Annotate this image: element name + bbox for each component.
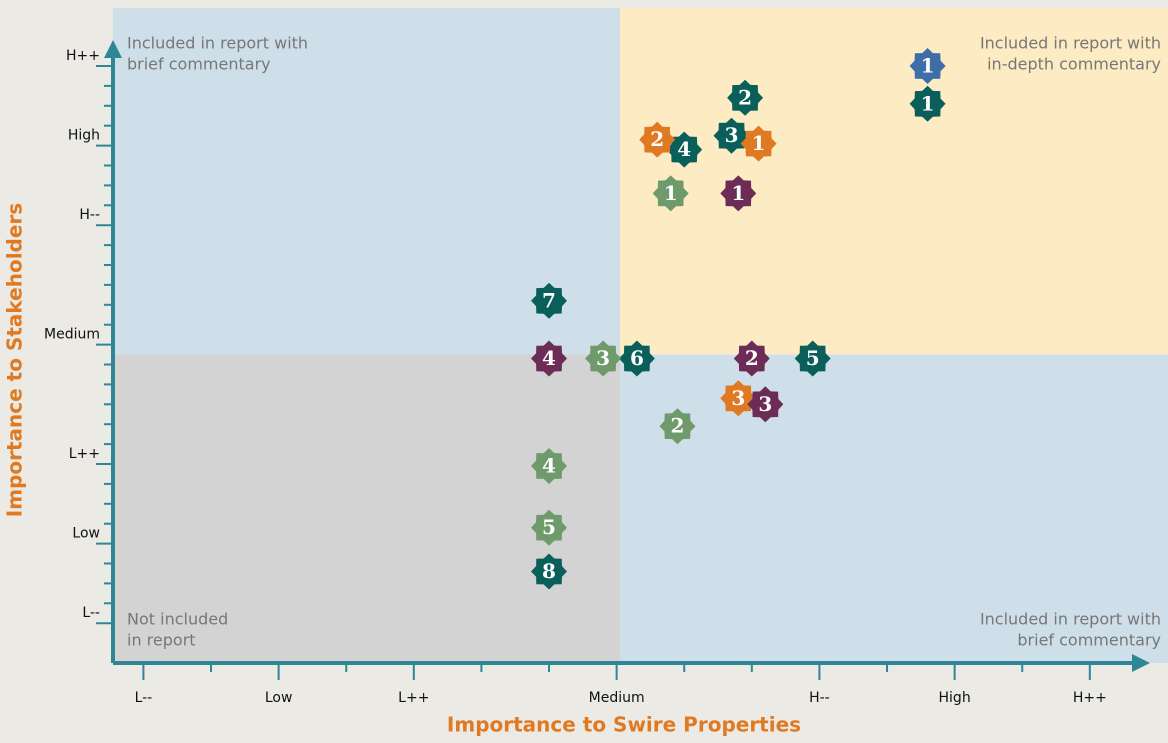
badge: [740, 125, 777, 162]
y-axis-arrow: [104, 40, 122, 58]
badge-label: 2: [650, 127, 664, 151]
quadrant: [113, 354, 620, 663]
badge-label: 3: [596, 346, 610, 370]
badge-label: 8: [542, 559, 556, 583]
badge: [747, 386, 784, 423]
x-tick-label: L--: [135, 690, 153, 706]
x-tick-label: Low: [265, 690, 293, 706]
badge-label: 5: [806, 346, 820, 370]
badge: [652, 175, 689, 212]
badge: [639, 121, 676, 158]
x-tick-label: H--: [809, 690, 830, 706]
badge: [720, 380, 757, 417]
badge-label: 2: [670, 414, 684, 438]
badge: [727, 79, 764, 116]
quadrant-label: Included in report with: [980, 610, 1161, 629]
badge: [659, 408, 696, 445]
quadrant-label: in report: [127, 631, 196, 650]
badge: [531, 282, 567, 319]
x-tick-label: H++: [1073, 690, 1107, 706]
badge: [585, 340, 622, 377]
x-tick-label: L++: [398, 690, 429, 706]
badge: [713, 117, 750, 154]
badge: [618, 340, 655, 377]
x-axis-arrow: [1132, 654, 1150, 672]
badge-label: 3: [731, 386, 745, 410]
y-tick-label: L--: [82, 605, 100, 621]
badge-label: 7: [542, 288, 556, 312]
badge: [909, 48, 946, 84]
quadrant-label: brief commentary: [127, 55, 271, 74]
x-tick-label: High: [939, 690, 971, 706]
quadrant-label: in-depth commentary: [987, 55, 1161, 74]
quadrant-label: brief commentary: [1017, 631, 1161, 650]
badge-label: 4: [542, 346, 556, 370]
x-axis-title: Importance to Swire Properties: [447, 713, 801, 737]
badge-label: 3: [725, 123, 739, 147]
badge: [531, 509, 567, 546]
y-tick-label: H++: [66, 48, 100, 64]
badge-label: 2: [745, 346, 759, 370]
y-tick-label: Low: [72, 526, 100, 542]
badge: [666, 131, 703, 168]
quadrants: [113, 8, 1168, 663]
badge: [909, 85, 946, 122]
badge: [794, 340, 831, 377]
badge-label: 4: [542, 453, 556, 477]
y-tick-label: High: [68, 128, 100, 144]
y-axis-title: Importance to Stakeholders: [3, 203, 27, 517]
badge-label: 1: [921, 91, 935, 115]
badge-label: 5: [542, 515, 556, 539]
quadrant: [620, 8, 1168, 355]
y-tick-label: Medium: [44, 327, 100, 343]
badge: [531, 340, 567, 377]
quadrant-label: Included in report with: [127, 34, 308, 53]
badge-label: 1: [664, 181, 678, 205]
badge-label: 6: [630, 346, 644, 370]
badge-label: 1: [752, 131, 766, 155]
badge: [720, 175, 757, 212]
y-tick-label: H--: [79, 207, 100, 223]
quadrant: [620, 354, 1168, 663]
badge-label: 4: [677, 137, 691, 161]
x-tick-label: Medium: [589, 690, 645, 706]
quadrant-label: Included in report with: [980, 34, 1161, 53]
badge-label: 2: [738, 85, 752, 109]
y-tick-label: L++: [69, 446, 100, 462]
badge: [531, 448, 567, 484]
badge-label: 3: [758, 392, 772, 416]
badge-label: 1: [921, 54, 935, 78]
badge-label: 1: [731, 181, 745, 205]
badge: [733, 340, 770, 377]
badge: [531, 553, 567, 590]
quadrant-label: Not included: [127, 610, 228, 629]
